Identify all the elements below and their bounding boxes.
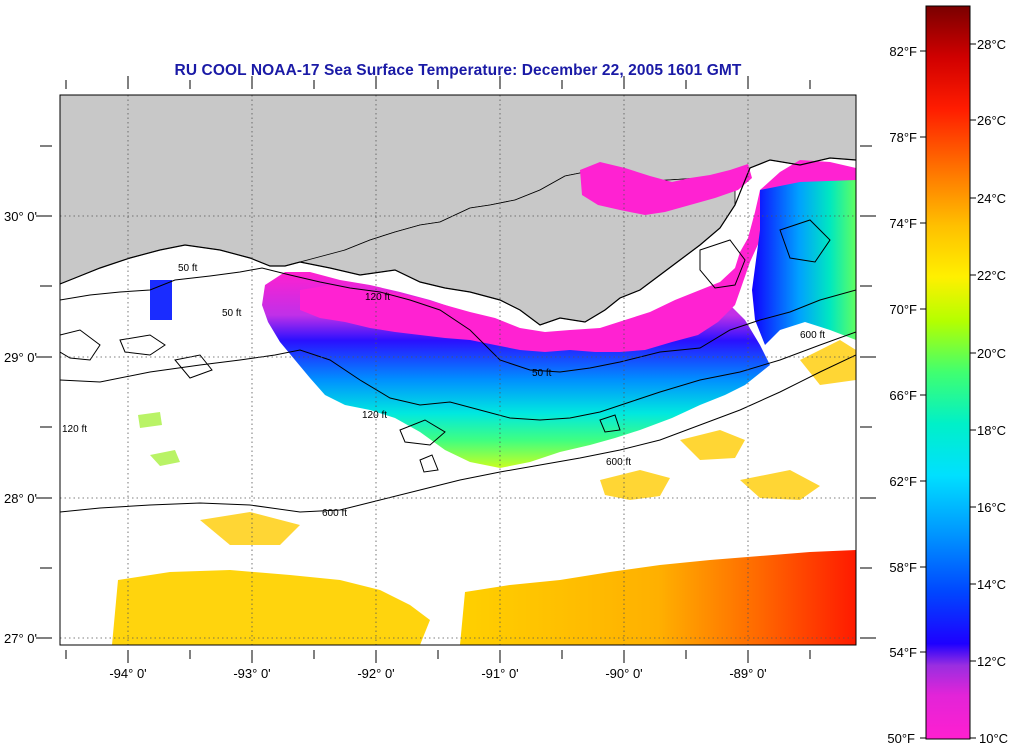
f-label-70: 70°F (889, 302, 917, 317)
lon-label-93: -93° 0' (233, 666, 270, 681)
f-label-78: 78°F (889, 130, 917, 145)
axis-ticks (36, 76, 876, 663)
sea-surface-temperature-map: 50 ft 50 ft 50 ft 120 ft 120 ft 120 ft 6… (60, 95, 856, 645)
c-label-20: 20°C (977, 346, 1006, 361)
lat-label-27: 27° 0' (4, 631, 37, 646)
f-label-54: 54°F (889, 645, 917, 660)
c-label-16: 16°C (977, 500, 1006, 515)
f-label-62: 62°F (889, 474, 917, 489)
contour-label-120ft-2: 120 ft (365, 292, 390, 303)
lon-label-90: -90° 0' (605, 666, 642, 681)
colorbar-gradient (925, 5, 971, 740)
western-warm-patch (112, 570, 430, 645)
coastal-magenta-water (300, 160, 856, 352)
east-plume (752, 180, 856, 345)
temperature-colorbar: 82°F 78°F 74°F 70°F 66°F 62°F 58°F 54°F … (887, 5, 1008, 746)
lat-label-30: 30° 0' (4, 209, 37, 224)
c-label-26: 26°C (977, 113, 1006, 128)
contour-120ft (60, 331, 856, 421)
f-label-50: 50°F (887, 731, 915, 746)
celsius-labels: 28°C 26°C 24°C 22°C 20°C 18°C 16°C 14°C … (977, 37, 1008, 746)
f-label-74: 74°F (889, 216, 917, 231)
f-label-58: 58°F (889, 560, 917, 575)
contour-label-120ft-1: 120 ft (62, 424, 87, 435)
colorbar-ticks (920, 43, 976, 739)
contour-label-50ft-2: 50 ft (222, 308, 242, 319)
latitude-labels: 30° 0' 29° 0' 28° 0' 27° 0' (4, 209, 37, 646)
contour-600ft (60, 354, 856, 513)
contour-50ft (60, 267, 856, 373)
longitude-labels: -94° 0' -93° 0' -92° 0' -91° 0' -90° 0' … (109, 666, 766, 681)
contour-small-west (60, 329, 621, 473)
lat-label-29: 29° 0' (4, 350, 37, 365)
c-label-18: 18°C (977, 423, 1006, 438)
lon-label-94: -94° 0' (109, 666, 146, 681)
lat-label-28: 28° 0' (4, 491, 37, 506)
f-label-66: 66°F (889, 388, 917, 403)
green-edge-pixels (138, 412, 180, 466)
west-cold-patch (150, 280, 172, 320)
coastline (60, 157, 856, 326)
contour-label-50ft-1: 50 ft (178, 263, 198, 274)
map-frame (59, 94, 857, 646)
contour-inner-bay (699, 219, 831, 289)
bathymetry-contours (60, 219, 856, 513)
scattered-warm-clouds (200, 340, 856, 545)
lon-label-91: -91° 0' (481, 666, 518, 681)
contour-label-120ft-3: 120 ft (362, 410, 387, 421)
c-label-24: 24°C (977, 191, 1006, 206)
map-title: RU COOL NOAA-17 Sea Surface Temperature:… (174, 62, 742, 79)
contour-label-600ft-3: 600 ft (800, 330, 825, 341)
c-label-28: 28°C (977, 37, 1006, 52)
contour-label-600ft-2: 600 ft (606, 457, 631, 468)
southeast-warm-patch (460, 550, 856, 645)
fahrenheit-labels: 82°F 78°F 74°F 70°F 66°F 62°F 58°F 54°F … (887, 44, 917, 746)
graticule (60, 95, 856, 645)
f-label-82: 82°F (889, 44, 917, 59)
lon-label-89: -89° 0' (729, 666, 766, 681)
c-label-10: 10°C (979, 731, 1008, 746)
contour-label-600ft-1: 600 ft (322, 508, 347, 519)
lon-label-92: -92° 0' (357, 666, 394, 681)
c-label-12: 12°C (977, 654, 1006, 669)
contour-label-50ft-3: 50 ft (532, 368, 552, 379)
bay-magenta (580, 162, 752, 215)
c-label-14: 14°C (977, 577, 1006, 592)
c-label-22: 22°C (977, 268, 1006, 283)
